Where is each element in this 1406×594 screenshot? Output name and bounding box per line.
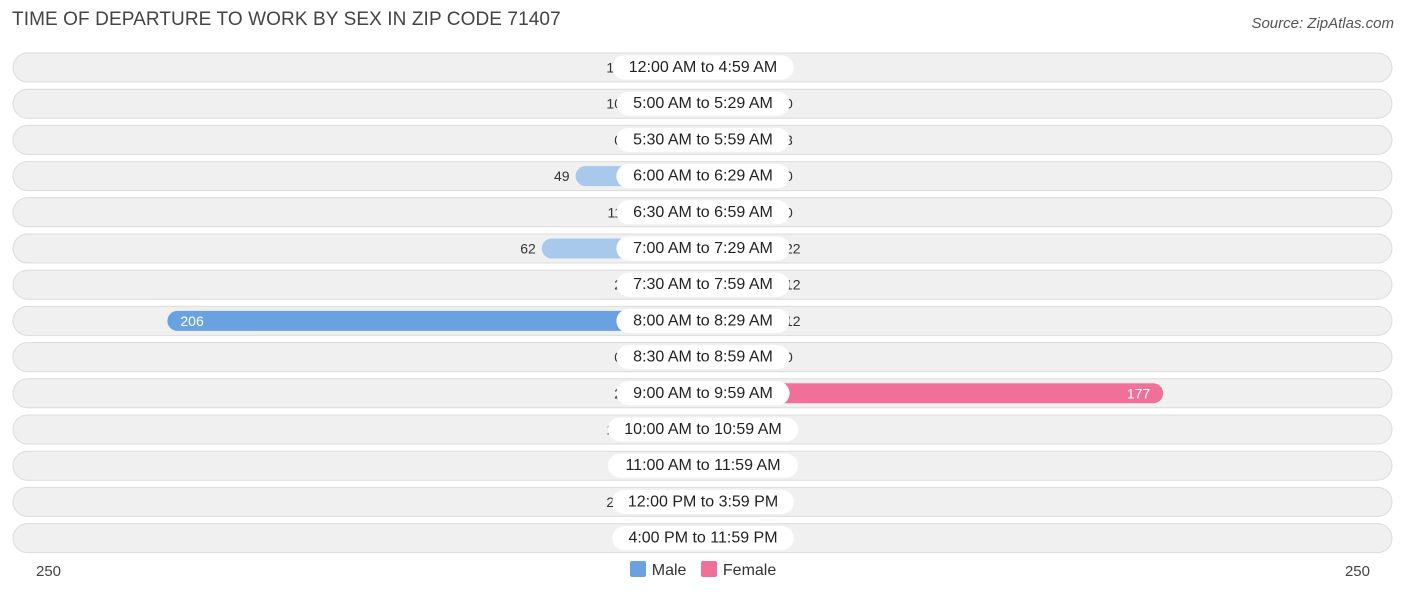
category-label: 8:00 AM to 8:29 AM — [633, 312, 773, 329]
axis-label-right: 250 — [1345, 563, 1370, 580]
legend-swatch-male — [629, 561, 646, 577]
chart-title: TIME OF DEPARTURE TO WORK BY SEX IN ZIP … — [12, 9, 561, 30]
table-row: 1106:30 AM to 6:59 AM — [12, 197, 1393, 228]
category-pill — [616, 345, 790, 370]
table-row: 2127:30 AM to 7:59 AM — [12, 269, 1393, 300]
table-row: 0011:00 AM to 11:59 AM — [12, 450, 1393, 481]
value-label-male: 206 — [180, 313, 204, 329]
legend-label-male: Male — [651, 562, 687, 579]
category-pill — [612, 55, 794, 80]
category-pill — [616, 381, 790, 406]
value-label-male: 62 — [520, 241, 536, 257]
bar-female — [703, 383, 1164, 404]
value-label-female: 12 — [785, 313, 801, 329]
category-label: 6:00 AM to 6:29 AM — [633, 168, 773, 185]
category-label: 7:00 AM to 7:29 AM — [633, 240, 773, 257]
category-label: 10:00 AM to 10:59 AM — [624, 421, 781, 438]
table-row: 035:30 AM to 5:59 AM — [12, 124, 1393, 155]
legend: Male Female — [0, 561, 1406, 580]
legend-item-female: Female — [700, 561, 777, 580]
category-pill — [612, 489, 794, 514]
table-row: 206 12 8:00 AM to 8:29 AM — [12, 305, 1393, 336]
axis-label-left: 250 — [36, 563, 61, 580]
category-pill — [616, 164, 790, 189]
category-label: 12:00 PM to 3:59 PM — [628, 493, 778, 510]
table-row: 004:00 PM to 11:59 PM — [12, 523, 1393, 554]
table-row: 1005:00 AM to 5:29 AM — [12, 88, 1393, 119]
category-label: 4:00 PM to 11:59 PM — [628, 530, 777, 547]
legend-item-male: Male — [629, 561, 687, 580]
value-label-female: 12 — [785, 277, 801, 293]
table-row: 4906:00 AM to 6:29 AM — [12, 161, 1393, 192]
table-row: 15812:00 AM to 4:59 AM — [12, 52, 1393, 83]
source-label: Source: ZipAtlas.com — [1251, 15, 1394, 32]
category-pill — [616, 91, 790, 116]
value-label-female: 177 — [1127, 385, 1151, 401]
table-row: 15010:00 AM to 10:59 AM — [12, 414, 1393, 445]
category-label: 5:00 AM to 5:29 AM — [633, 95, 773, 112]
table-row: 62 22 7:00 AM to 7:29 AM — [12, 233, 1393, 264]
category-pill — [616, 200, 790, 225]
legend-swatch-female — [700, 561, 717, 577]
category-pill — [616, 272, 790, 297]
category-pill — [616, 308, 790, 333]
category-label: 12:00 AM to 4:59 AM — [629, 59, 778, 76]
table-row: 20012:00 PM to 3:59 PM — [12, 486, 1393, 517]
category-label: 9:00 AM to 9:59 AM — [633, 385, 773, 402]
table-row: 008:30 AM to 8:59 AM — [12, 342, 1393, 373]
category-label: 6:30 AM to 6:59 AM — [633, 204, 773, 221]
category-label: 7:30 AM to 7:59 AM — [633, 276, 773, 293]
category-pill — [608, 417, 798, 442]
value-label-female: 22 — [785, 241, 801, 257]
category-pill — [616, 236, 790, 261]
category-label: 8:30 AM to 8:59 AM — [633, 349, 773, 366]
category-pill — [616, 127, 790, 152]
category-label: 11:00 AM to 11:59 AM — [625, 457, 780, 474]
category-label: 5:30 AM to 5:59 AM — [633, 131, 773, 148]
category-pill — [612, 526, 794, 551]
legend-label-female: Female — [722, 562, 777, 579]
value-label-male: 49 — [554, 168, 570, 184]
table-row: 21779:00 AM to 9:59 AM — [12, 378, 1393, 409]
bar-male — [167, 310, 703, 331]
category-pill — [608, 453, 798, 478]
